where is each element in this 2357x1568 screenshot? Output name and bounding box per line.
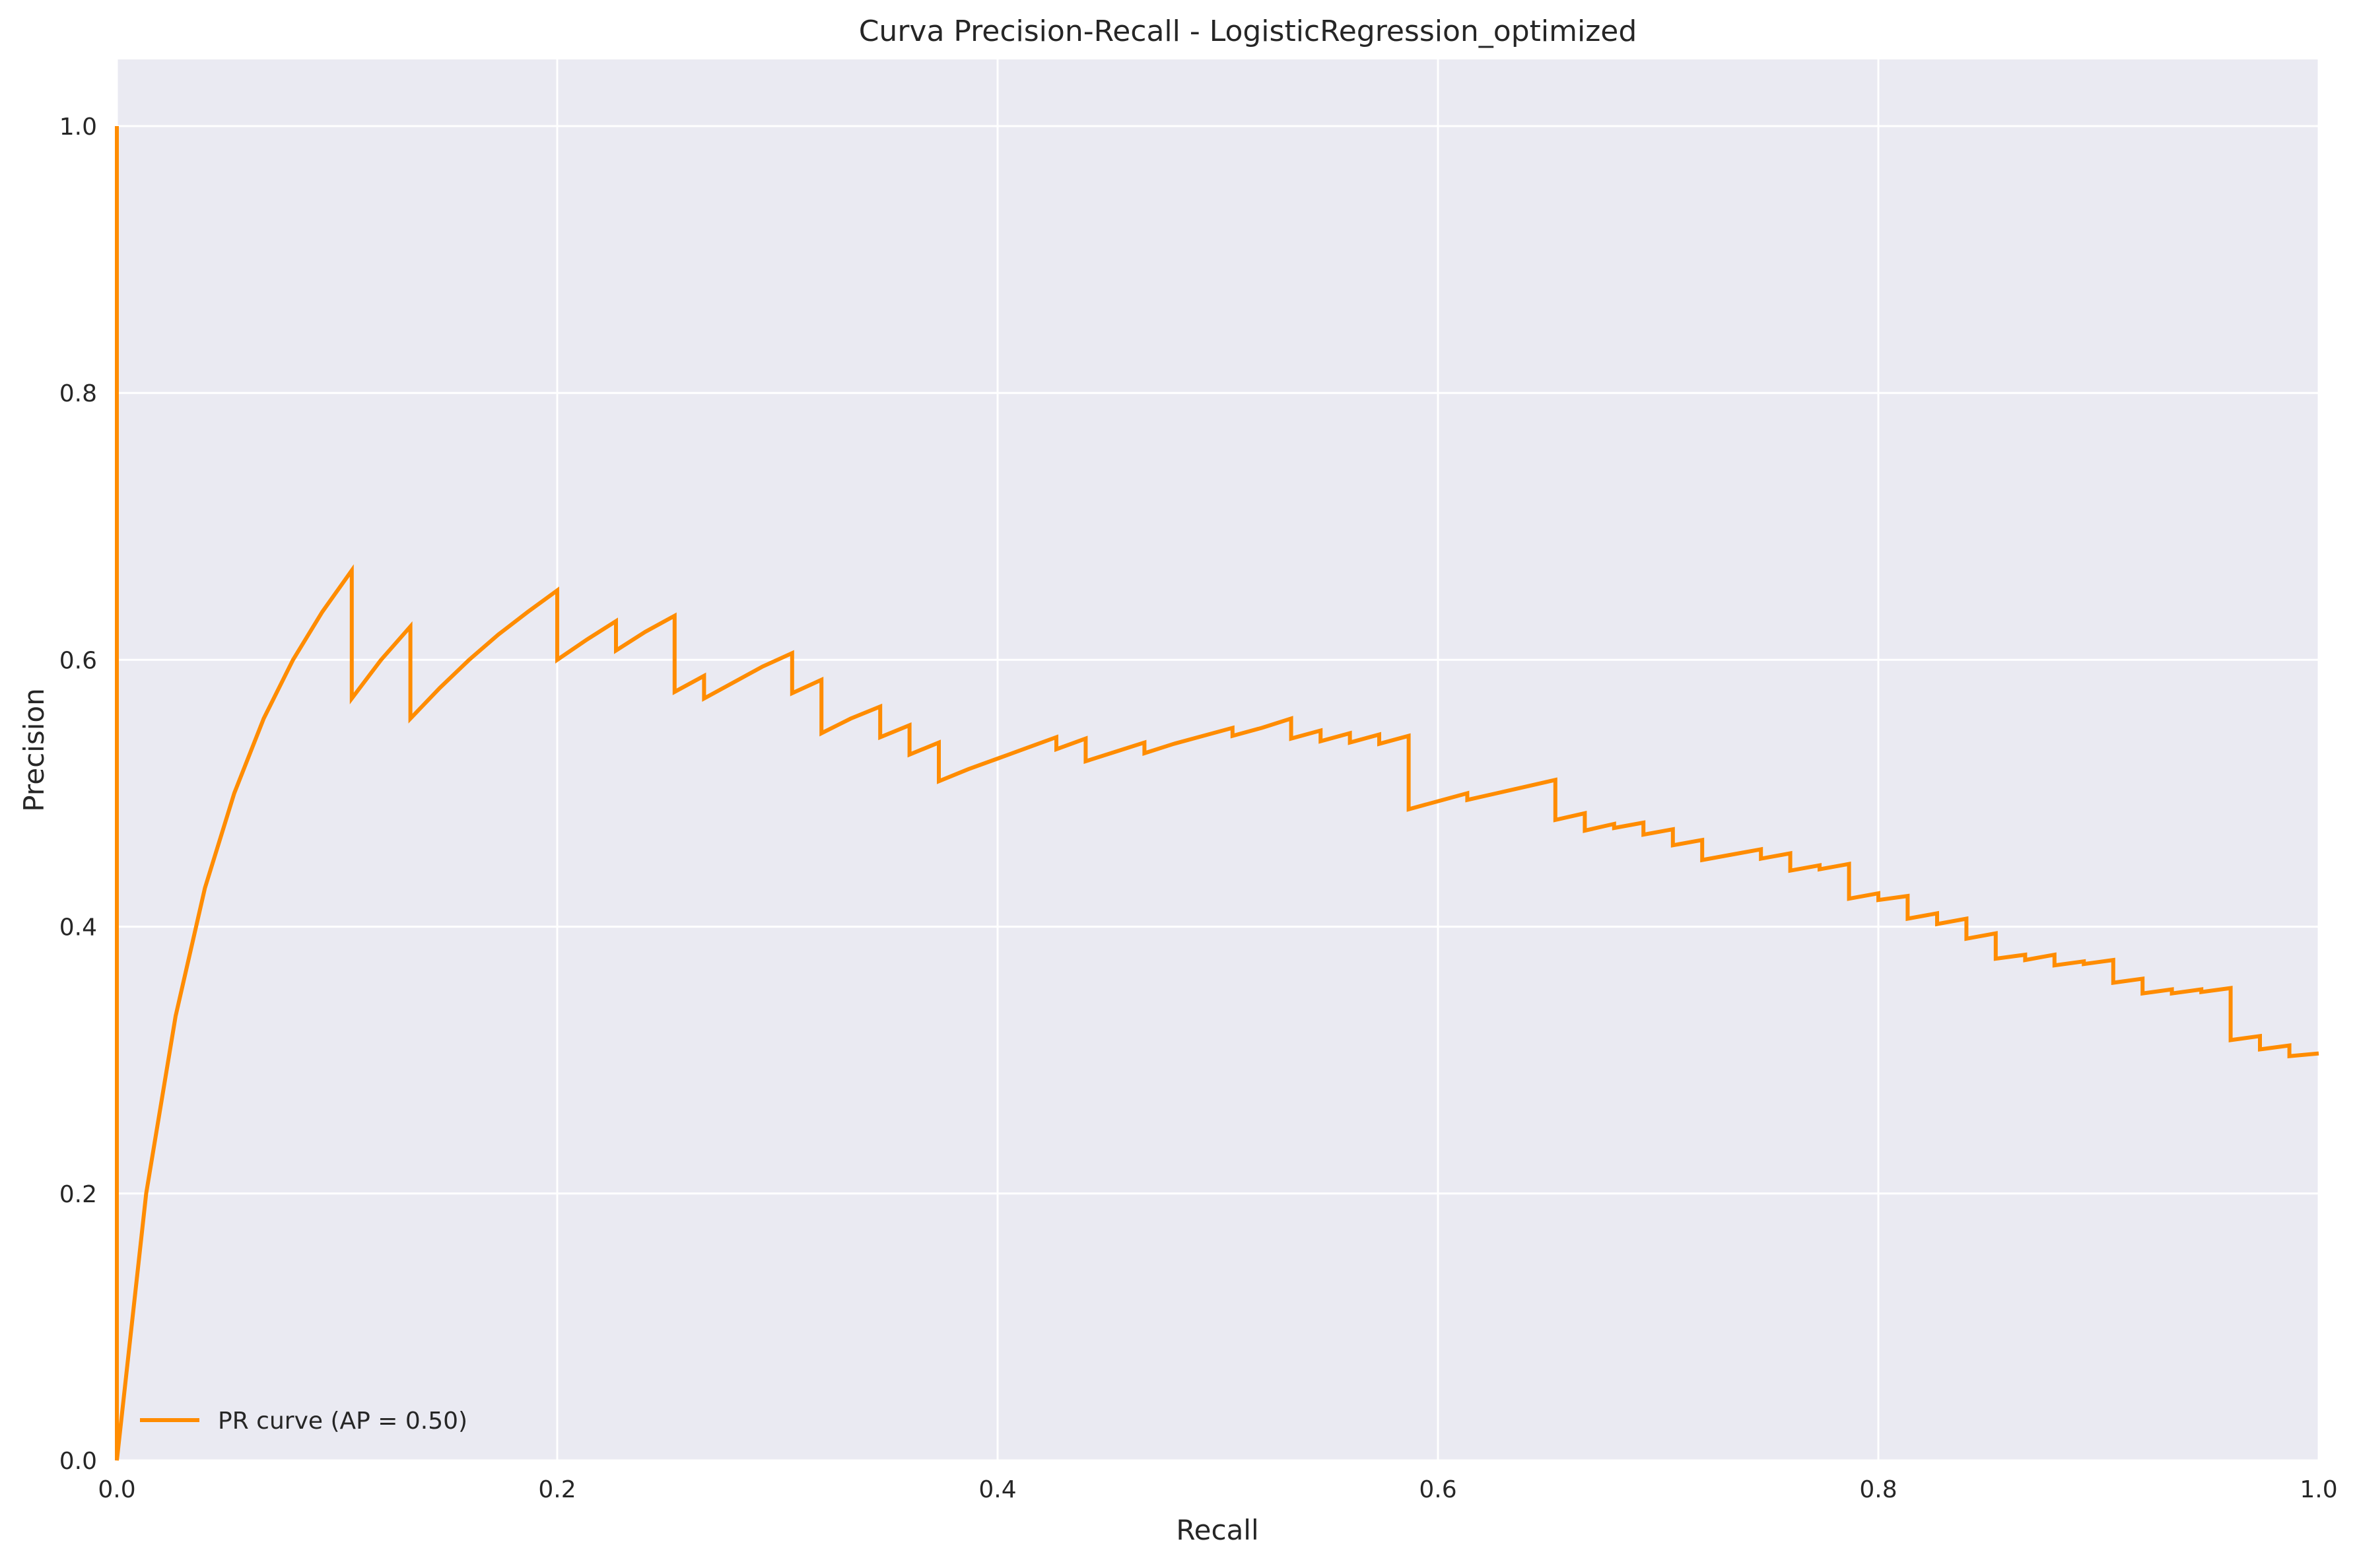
x-tick-label: 0.8 <box>1859 1476 1897 1503</box>
y-tick-label: 0.6 <box>59 647 97 674</box>
series-group <box>115 126 2319 1461</box>
y-tick-label: 0.4 <box>59 914 97 941</box>
plot-area <box>117 59 2319 1460</box>
y-tick-label: 1.0 <box>59 114 97 141</box>
y-tick-label: 0.8 <box>59 380 97 407</box>
x-tick-label: 0.6 <box>1419 1476 1456 1503</box>
x-axis-label: Recall <box>1176 1514 1258 1546</box>
chart-title: Curva Precision-Recall - LogisticRegress… <box>859 15 1637 48</box>
x-tick-label: 1.0 <box>2300 1476 2337 1503</box>
grid-lines <box>116 59 2320 1462</box>
x-tick-label: 0.2 <box>538 1476 576 1503</box>
y-axis-label: Precision <box>18 688 50 811</box>
x-tick-label: 0.0 <box>98 1476 135 1503</box>
x-tick-labels: 0.0 0.2 0.4 0.6 0.8 1.0 <box>98 1476 2337 1503</box>
x-tick-label: 0.4 <box>978 1476 1016 1503</box>
legend: PR curve (AP = 0.50) <box>140 1408 467 1435</box>
pr-curve-line <box>115 126 2319 1461</box>
y-tick-label: 0.0 <box>59 1448 97 1475</box>
y-tick-labels: 0.0 0.2 0.4 0.6 0.8 1.0 <box>59 114 97 1475</box>
y-tick-label: 0.2 <box>59 1181 97 1208</box>
legend-label: PR curve (AP = 0.50) <box>218 1408 467 1435</box>
